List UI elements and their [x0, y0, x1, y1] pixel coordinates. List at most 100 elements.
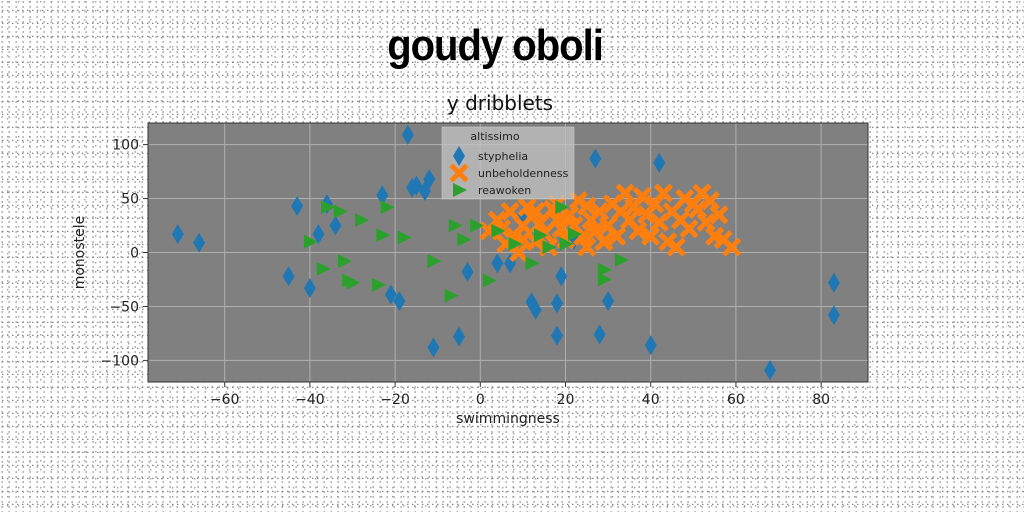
chart-title: y dribblets [447, 91, 553, 115]
reawoken-point [337, 254, 352, 269]
styphelia-point [827, 272, 840, 293]
x-tick-label: 60 [727, 392, 745, 408]
unbeholdenness-point [679, 219, 699, 239]
figure-suptitle: goudy oboli [387, 22, 604, 70]
legend-marker-styphelia [453, 146, 465, 166]
x-axis-label: swimmingness [456, 411, 560, 427]
reawoken-point [614, 253, 629, 268]
reawoken-point [508, 236, 523, 251]
unbeholdenness-point [500, 201, 520, 222]
unbeholdenness-point [628, 221, 648, 241]
y-tick-label: 0 [130, 246, 139, 262]
unbeholdenness-point [611, 201, 631, 222]
x-tick-label: −20 [380, 392, 410, 408]
reawoken-point [470, 218, 485, 233]
styphelia-point [393, 291, 406, 312]
styphelia-point [291, 196, 304, 217]
x-tick-label: −40 [295, 392, 325, 408]
series-styphelia [171, 124, 840, 381]
unbeholdenness-point [607, 226, 627, 246]
y-tick-label: −50 [109, 299, 139, 315]
y-axis-label: monostele [72, 216, 88, 290]
styphelia-point [376, 185, 389, 206]
styphelia-point [193, 232, 206, 253]
x-tick-label: 40 [642, 392, 660, 408]
unbeholdenness-point [709, 205, 729, 225]
styphelia-point [453, 326, 466, 347]
reawoken-point [491, 223, 506, 238]
reawoken-point [333, 204, 348, 219]
styphelia-point [653, 152, 666, 173]
reawoken-point [346, 275, 361, 290]
reawoken-point [427, 254, 442, 269]
styphelia-point [171, 224, 184, 245]
reawoken-point [597, 272, 612, 287]
styphelia-point [312, 224, 325, 245]
legend-marker-unbeholdenness [449, 163, 469, 183]
x-tick-label: 0 [476, 392, 485, 408]
styphelia-point [644, 335, 657, 356]
styphelia-point [529, 299, 542, 320]
unbeholdenness-point [666, 237, 686, 257]
reawoken-point [380, 200, 395, 215]
unbeholdenness-point [649, 212, 669, 232]
y-tick-label: −100 [101, 353, 139, 369]
unbeholdenness-point [641, 226, 661, 246]
styphelia-point [589, 148, 602, 169]
styphelia-point [303, 278, 316, 299]
reawoken-point [355, 213, 370, 228]
reawoken-point [525, 256, 540, 271]
x-tick-label: −60 [210, 392, 240, 408]
unbeholdenness-point [577, 196, 597, 216]
x-tick-label: 20 [557, 392, 575, 408]
reawoken-point [303, 234, 318, 249]
styphelia-point [461, 261, 474, 282]
unbeholdenness-point [509, 242, 529, 263]
legend-label-reawoken: reawoken [478, 184, 531, 197]
unbeholdenness-point [594, 232, 614, 252]
series-reawoken [303, 200, 629, 303]
styphelia-point [282, 266, 295, 287]
reawoken-point [397, 230, 412, 245]
unbeholdenness-point [696, 212, 716, 232]
reawoken-point [372, 277, 387, 292]
unbeholdenness-point [590, 201, 610, 222]
unbeholdenness-point [722, 237, 742, 257]
styphelia-point [827, 305, 840, 326]
series-unbeholdenness [479, 183, 742, 263]
styphelia-point [423, 169, 436, 190]
unbeholdenness-point [700, 191, 720, 211]
reawoken-point [482, 273, 497, 288]
data-markers [171, 124, 840, 381]
styphelia-point [329, 215, 342, 236]
styphelia-point [555, 266, 568, 287]
unbeholdenness-point [547, 210, 567, 230]
legend-marker-reawoken [453, 183, 467, 197]
unbeholdenness-point [688, 199, 708, 219]
reawoken-point [542, 240, 557, 255]
reawoken-point [444, 288, 459, 303]
unbeholdenness-point [577, 237, 597, 257]
reawoken-point [597, 262, 612, 277]
reawoken-point [448, 218, 463, 233]
legend-label-unbeholdenness: unbeholdenness [478, 167, 569, 180]
styphelia-point [550, 293, 563, 314]
styphelia-point [504, 253, 517, 274]
reawoken-point [376, 228, 391, 243]
reawoken-point [457, 232, 472, 247]
reawoken-point [555, 200, 570, 215]
styphelia-point [491, 253, 504, 274]
styphelia-point [427, 337, 440, 358]
unbeholdenness-point [615, 183, 635, 203]
reawoken-point [320, 200, 335, 215]
legend: altissimo styphelia unbeholdenness reawoke… [441, 126, 575, 200]
y-tick-label: 50 [121, 192, 139, 208]
styphelia-point [602, 291, 615, 312]
styphelia-point [384, 284, 397, 305]
styphelia-point [550, 325, 563, 346]
reawoken-point [533, 228, 548, 243]
styphelia-point [593, 324, 606, 345]
styphelia-point [764, 360, 777, 381]
reawoken-point [559, 236, 574, 251]
